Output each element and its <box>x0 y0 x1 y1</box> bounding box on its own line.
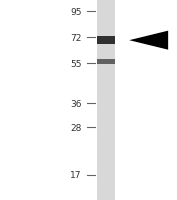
Text: 72: 72 <box>70 34 81 43</box>
Text: 28: 28 <box>70 123 81 132</box>
Bar <box>97 0 115 200</box>
Polygon shape <box>129 31 168 50</box>
Text: 95: 95 <box>70 8 81 17</box>
Text: 17: 17 <box>70 170 81 179</box>
Text: 55: 55 <box>70 59 81 68</box>
Bar <box>97 60 115 65</box>
Text: 36: 36 <box>70 99 81 108</box>
Bar <box>97 37 115 45</box>
